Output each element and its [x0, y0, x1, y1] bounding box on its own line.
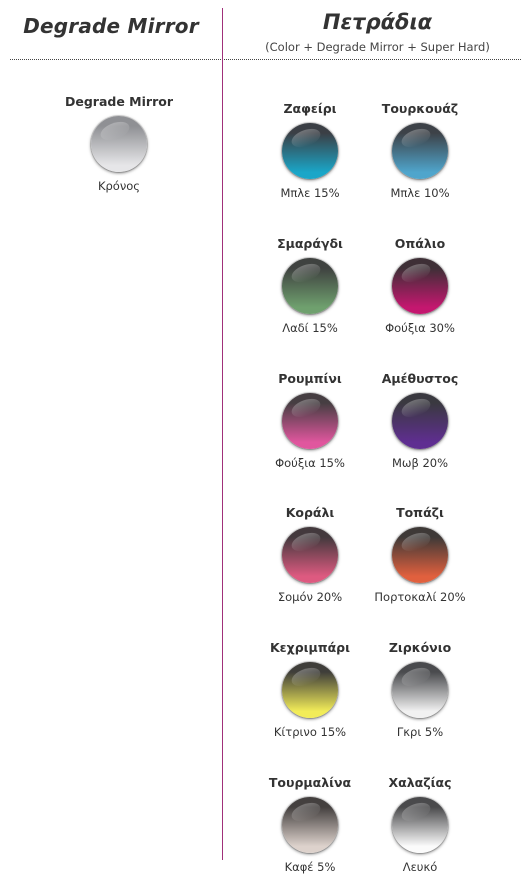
lens-circle: [392, 258, 448, 314]
lens-swatch: Ρουμπίνι Φούξια 15%: [250, 370, 370, 471]
gemstones-heading: Πετράδια: [322, 10, 433, 34]
lens-swatch: Σμαράγδι Λαδί 15%: [250, 235, 370, 336]
degrade-mirror-heading: Degrade Mirror: [23, 14, 199, 38]
lens-tint-label: Κίτρινο 15%: [273, 725, 347, 739]
lens-tint-label: Μωβ 20%: [391, 456, 449, 470]
lens-tint-label: Λαδί 15%: [282, 321, 338, 335]
lens-circle: [282, 123, 338, 179]
lens-tint-label: Φούξια 15%: [275, 456, 345, 470]
lens-tint-label: Λευκό: [402, 860, 438, 874]
lens-circle: [392, 393, 448, 449]
lens-swatch: Ζαφείρι Μπλε 15%: [250, 100, 370, 201]
lens-circle: [392, 662, 448, 718]
lens-circle: [282, 797, 338, 853]
lens-swatch: Χαλαζίας Λευκό: [360, 774, 480, 875]
lens-swatch: Τουρμαλίνα Καφέ 5%: [250, 774, 370, 875]
lens-circle: [282, 527, 338, 583]
lens-tint-label: Κρόνος: [97, 179, 141, 193]
lens-circle: [91, 116, 147, 172]
gemstones-subheading: (Color + Degrade Mirror + Super Hard): [265, 40, 490, 54]
header-divider: [10, 59, 521, 60]
lens-swatch: Οπάλιο Φούξια 30%: [360, 235, 480, 336]
lens-swatch: Degrade Mirror Κρόνος: [59, 93, 179, 194]
lens-swatch: Αμέθυστος Μωβ 20%: [360, 370, 480, 471]
lens-swatch: Κεχριμπάρι Κίτρινο 15%: [250, 639, 370, 740]
lens-circle: [392, 123, 448, 179]
lens-tint-label: Μπλε 15%: [280, 186, 340, 200]
lens-tint-label: Γκρι 5%: [396, 725, 444, 739]
lens-swatch: Τουρκουάζ Μπλε 10%: [360, 100, 480, 201]
lens-name: Κεχριμπάρι: [269, 640, 351, 655]
lens-tint-label: Μπλε 10%: [390, 186, 450, 200]
lens-name: Ζαφείρι: [283, 101, 337, 116]
lens-circle: [282, 393, 338, 449]
lens-name: Degrade Mirror: [65, 94, 173, 109]
lens-name: Κοράλι: [285, 505, 335, 520]
lens-name: Οπάλιο: [394, 236, 446, 251]
lens-name: Τοπάζι: [396, 505, 444, 520]
lens-swatch: Τοπάζι Πορτοκαλί 20%: [360, 504, 480, 605]
lens-tint-label: Πορτοκαλί 20%: [374, 590, 466, 604]
lens-circle: [392, 527, 448, 583]
lens-name: Σμαράγδι: [277, 236, 343, 251]
lens-name: Αμέθυστος: [381, 371, 459, 386]
column-divider: [222, 8, 223, 860]
lens-circle: [282, 258, 338, 314]
lens-tint-label: Σομόν 20%: [277, 590, 343, 604]
lens-circle: [392, 797, 448, 853]
lens-name: Ζιρκόνιο: [388, 640, 452, 655]
lens-name: Ρουμπίνι: [278, 371, 342, 386]
lens-name: Χαλαζίας: [388, 775, 452, 790]
lens-swatch: Κοράλι Σομόν 20%: [250, 504, 370, 605]
lens-name: Τουρκουάζ: [381, 101, 459, 116]
lens-circle: [282, 662, 338, 718]
lens-tint-label: Καφέ 5%: [284, 860, 336, 874]
lens-swatch: Ζιρκόνιο Γκρι 5%: [360, 639, 480, 740]
lens-tint-label: Φούξια 30%: [385, 321, 455, 335]
lens-name: Τουρμαλίνα: [268, 775, 352, 790]
